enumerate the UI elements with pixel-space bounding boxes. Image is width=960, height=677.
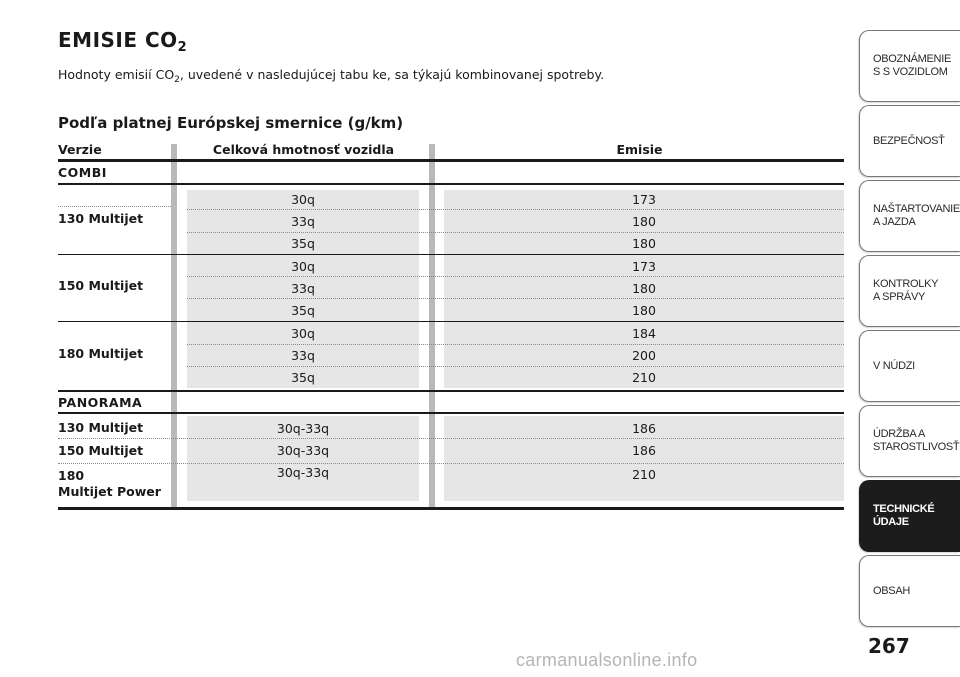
emission-shade-combi [444, 190, 844, 388]
weight-cell: 30q [291, 259, 315, 274]
rule [58, 507, 844, 510]
section-label: COMBI [58, 165, 107, 180]
emission-cell: 200 [632, 348, 656, 363]
rule [58, 159, 844, 162]
column-separator [429, 144, 435, 508]
column-separator [171, 144, 177, 508]
weight-cell: 30q-33q [276, 465, 330, 480]
rule [58, 412, 844, 414]
weight-cell: 30q-33q [276, 443, 330, 458]
section-label: PANORAMA [58, 395, 143, 410]
weight-cell: 35q [291, 303, 315, 318]
header-version: Verzie [58, 142, 102, 157]
tab-kontrolky[interactable]: KONTROLKY A SPRÁVY [859, 255, 960, 327]
weight-shade-combi [187, 190, 419, 388]
emission-cell: 186 [632, 443, 656, 458]
emissions-table: Verzie Celková hmotnosť vozidla Emisie C… [58, 138, 844, 513]
emission-cell: 180 [632, 303, 656, 318]
tab-udrzba[interactable]: ÚDRŽBA A STAROSTLIVOSŤ [859, 405, 960, 477]
tab-v-nudzi[interactable]: V NÚDZI [859, 330, 960, 402]
tab-technicke-udaje[interactable]: TECHNICKÉ ÚDAJE [859, 480, 960, 552]
emission-cell: 210 [632, 370, 656, 385]
emission-cell: 186 [632, 421, 656, 436]
version-label: 150 Multijet [58, 278, 144, 293]
tab-nastartovanie[interactable]: NAŠTARTOVANIE A JAZDA [859, 180, 960, 252]
intro-text: Hodnoty emisií CO2, uvedené v nasledujúc… [58, 67, 605, 85]
header-weight: Celková hmotnosť vozidla [212, 142, 395, 157]
version-label: 130 Multijet [58, 420, 144, 435]
tab-bezpecnost[interactable]: BEZPEČNOSŤ [859, 105, 960, 177]
rule [58, 183, 844, 185]
emission-cell: 180 [632, 214, 656, 229]
weight-cell: 33q [291, 214, 315, 229]
page-number: 267 [868, 634, 910, 658]
version-label: 180 Multijet [58, 346, 144, 361]
version-label: 180 Multijet Power [58, 468, 161, 499]
weight-cell: 35q [291, 236, 315, 251]
emission-cell: 173 [632, 192, 656, 207]
version-label: 150 Multijet [58, 443, 144, 458]
watermark: carmanualsonline.info [516, 650, 698, 670]
weight-cell: 30q [291, 192, 315, 207]
emission-cell: 184 [632, 326, 656, 341]
rule [58, 254, 844, 255]
tab-oboznamenie[interactable]: OBOZNÁMENIE S S VOZIDLOM [859, 30, 960, 102]
weight-cell: 33q [291, 281, 315, 296]
emission-cell: 180 [632, 236, 656, 251]
tab-obsah[interactable]: OBSAH [859, 555, 960, 627]
emission-cell: 210 [632, 467, 656, 482]
emission-shade-panorama [444, 416, 844, 501]
emission-cell: 180 [632, 281, 656, 296]
weight-cell: 35q [291, 370, 315, 385]
rule [58, 321, 844, 322]
weight-cell: 33q [291, 348, 315, 363]
weight-cell: 30q [291, 326, 315, 341]
header-emission: Emisie [616, 142, 663, 157]
emission-cell: 173 [632, 259, 656, 274]
page-title: EMISIE CO2 [58, 28, 188, 55]
table-subheading: Podľa platnej Európskej smernice (g/km) [58, 114, 404, 132]
weight-shade-panorama [187, 416, 419, 501]
version-label: 130 Multijet [58, 211, 144, 226]
weight-cell: 30q-33q [276, 421, 330, 436]
rule [58, 390, 844, 392]
